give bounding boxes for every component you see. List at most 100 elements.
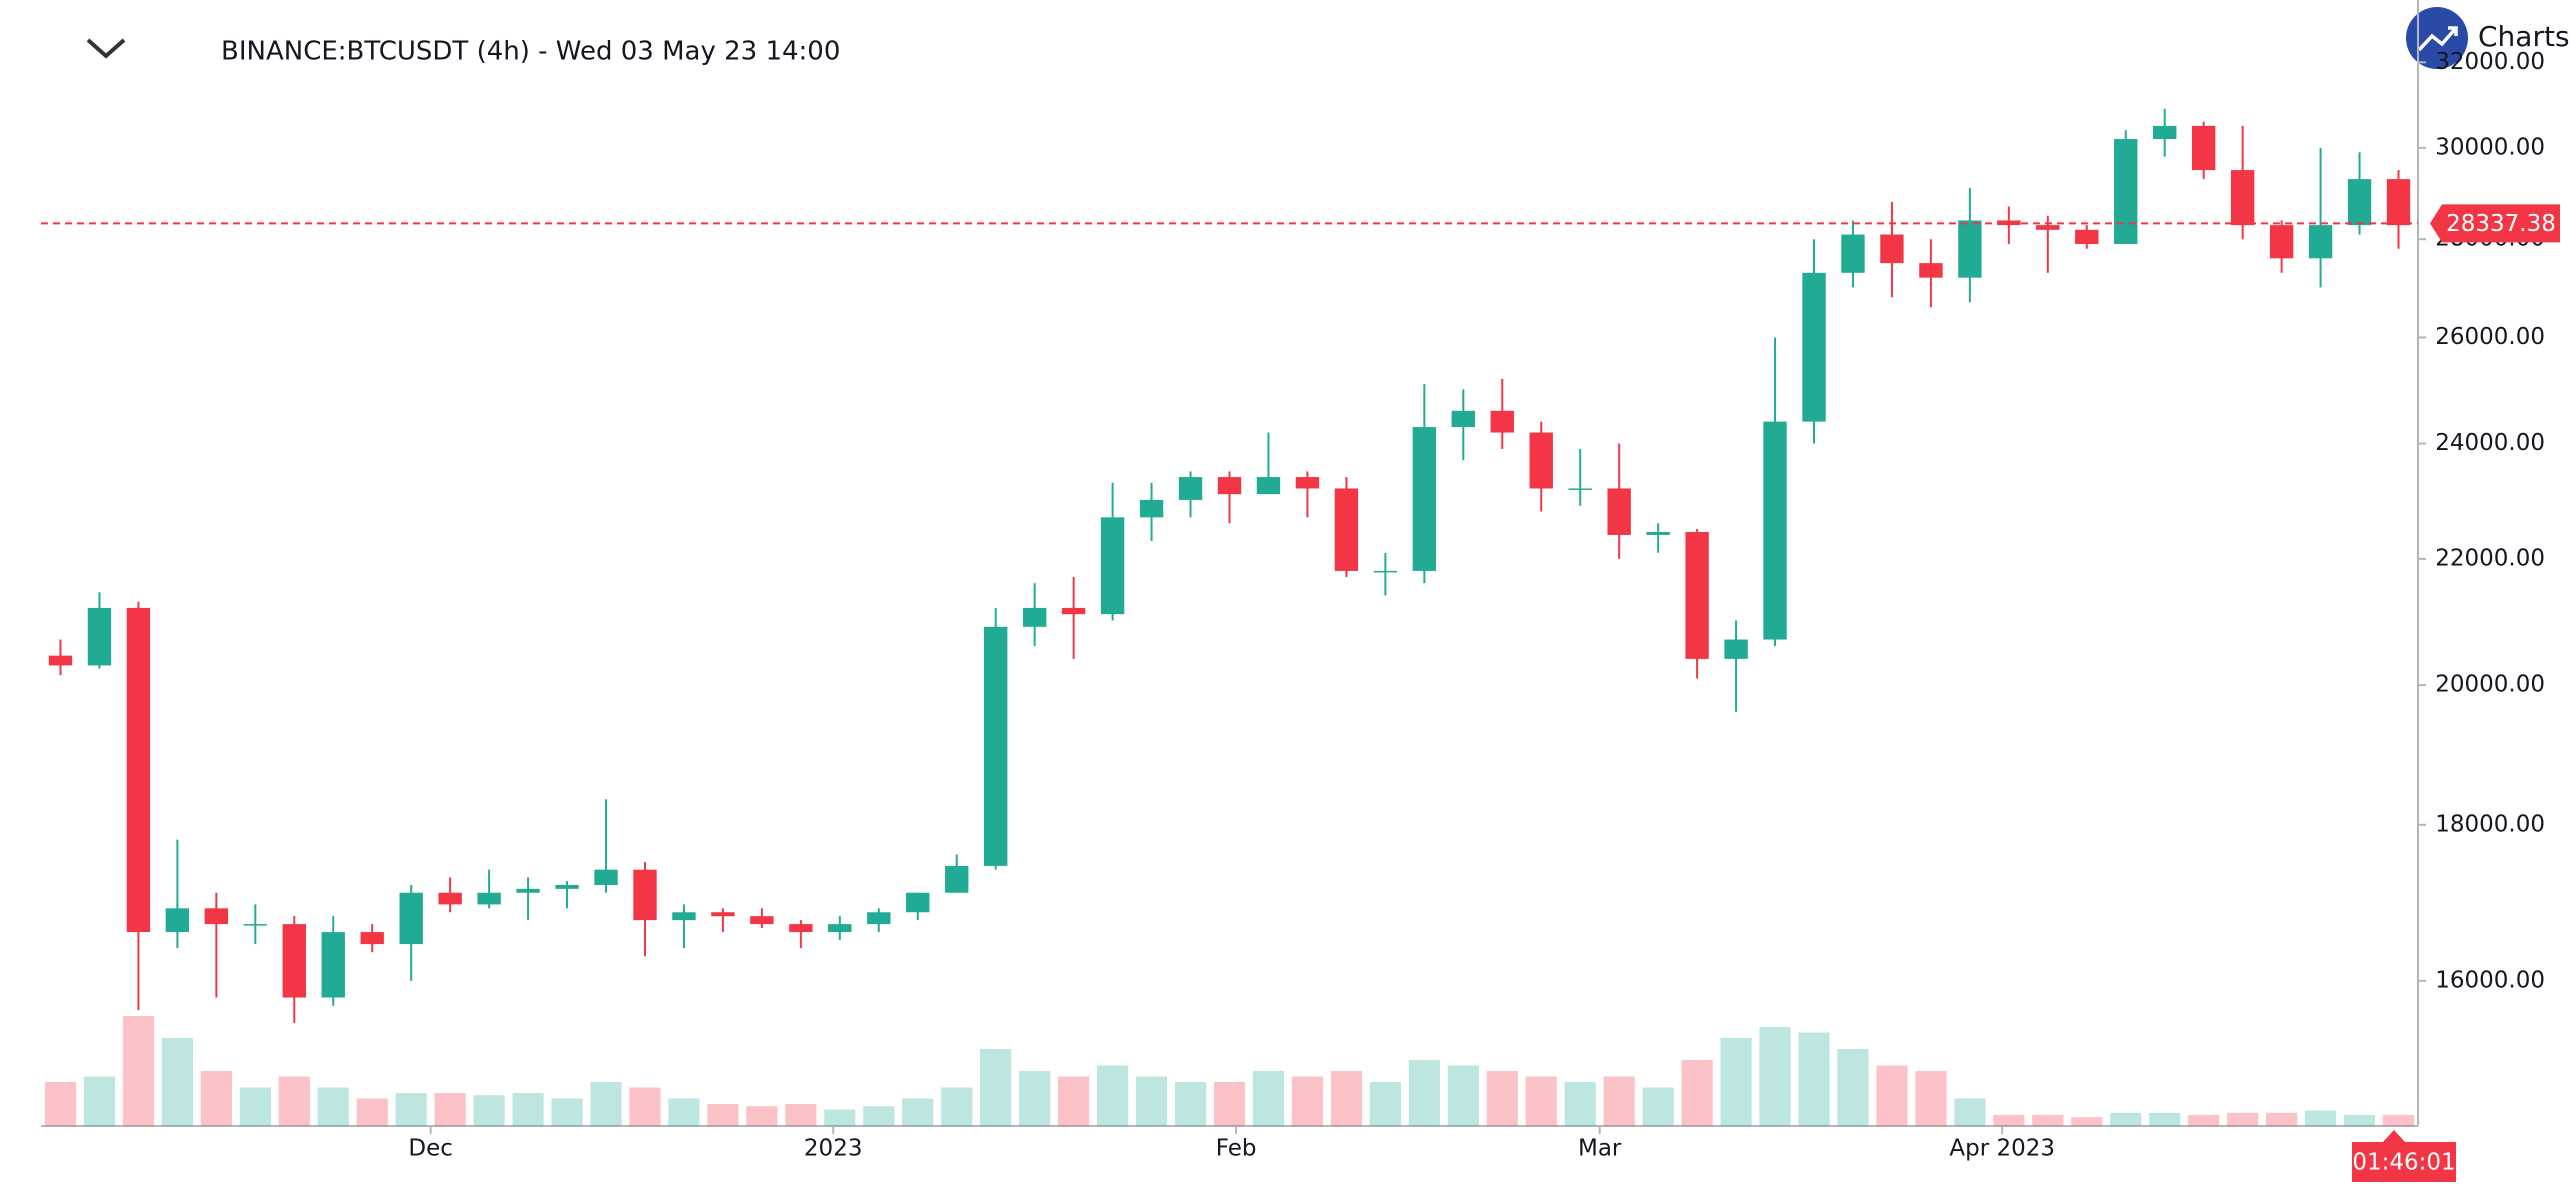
volume-bar [746, 1106, 778, 1126]
volume-bar [434, 1093, 466, 1126]
volume-bar [1486, 1071, 1518, 1126]
countdown-box [2352, 1142, 2456, 1182]
candle-body [1529, 432, 1553, 489]
volume-bar [1603, 1076, 1635, 1126]
candle-body [2308, 225, 2333, 259]
candle-body [282, 924, 306, 998]
candle-body [594, 869, 618, 886]
candle-body [672, 912, 696, 921]
candle-body [1646, 531, 1670, 535]
candle-body [1061, 607, 1086, 615]
collapse-chevron[interactable] [86, 38, 126, 59]
volume-bar [1408, 1060, 1440, 1126]
brand-logo-icon [2417, 26, 2458, 52]
candle-body [750, 916, 774, 925]
volume-bar [2304, 1110, 2337, 1126]
candle-body [204, 908, 229, 925]
candle-body [87, 607, 112, 666]
volume-bar [1135, 1076, 1168, 1126]
candle-body [945, 865, 969, 893]
volume-bar [1213, 1082, 1246, 1126]
candle-body [1607, 488, 1631, 535]
candle-body [2347, 179, 2372, 226]
brand-text[interactable]: Charts p [2478, 20, 2570, 53]
candle-body [1022, 607, 1047, 627]
volume-bar [2110, 1112, 2142, 1126]
volume-bar [1330, 1071, 1362, 1126]
candle-body [867, 912, 891, 925]
candle-body [1997, 220, 2021, 226]
volume-bar [1252, 1071, 1285, 1126]
y-tick-label: 18000.00 [2435, 811, 2545, 837]
candle-body [2386, 179, 2411, 226]
volume-bar [161, 1038, 193, 1126]
last-price-pointer [2430, 204, 2442, 243]
candle-body [1295, 477, 1320, 489]
volume-bar [473, 1095, 505, 1126]
candle-body [1217, 477, 1242, 495]
candle-body [789, 924, 813, 933]
candle-body [477, 892, 501, 905]
candle-body [906, 892, 930, 913]
volume-bar [2343, 1115, 2376, 1126]
volume-bar [2266, 1112, 2298, 1126]
candle-body [243, 924, 268, 926]
volume-bar [1915, 1071, 1947, 1126]
candle-body [828, 924, 852, 933]
volume-bar [590, 1082, 622, 1126]
x-tick-label: Feb [1216, 1136, 1257, 1162]
volume-bar [863, 1106, 895, 1126]
volume-bar [2149, 1112, 2181, 1126]
volume-bar [200, 1071, 232, 1126]
candle-body [984, 626, 1008, 866]
candle-body [2191, 125, 2216, 171]
volume-bar [1954, 1098, 1986, 1126]
volume-bar [1019, 1071, 1051, 1126]
volume-bar [1720, 1038, 1752, 1126]
candle-body [1373, 570, 1398, 573]
candle-body [1724, 639, 1748, 659]
candle-body [2036, 225, 2060, 230]
volume-bar [941, 1087, 973, 1126]
y-tick-label: 24000.00 [2435, 430, 2545, 456]
x-tick-label: Mar [1578, 1136, 1622, 1162]
candle-body [1802, 272, 1826, 422]
candle-body [711, 912, 735, 917]
candle-body [516, 888, 540, 893]
candle-body [2075, 229, 2099, 244]
candle-body [1841, 234, 1865, 273]
candle-body [165, 908, 190, 933]
volume-bar [2227, 1112, 2259, 1126]
y-tick-label: 22000.00 [2435, 545, 2545, 571]
volume-bar [1837, 1049, 1869, 1126]
volume-bar [902, 1098, 934, 1126]
volume-bar [356, 1098, 388, 1126]
candle-body [2114, 139, 2138, 244]
chart-title: BINANCE:BTCUSDT (4h) - Wed 03 May 23 14:… [221, 37, 840, 67]
candle-body [1100, 517, 1125, 615]
candle-body [1139, 499, 1164, 518]
candle-body [48, 655, 73, 666]
volume-bar [2188, 1115, 2220, 1126]
y-tick-label: 26000.00 [2435, 324, 2545, 350]
y-tick-label: 20000.00 [2435, 672, 2545, 698]
volume-bar [707, 1104, 739, 1126]
last-price-box [2442, 204, 2560, 243]
volume-bar [1876, 1065, 1908, 1126]
candle-body [1412, 427, 1437, 571]
volume-bar [1642, 1087, 1674, 1126]
volume-bar [239, 1087, 271, 1126]
x-tick-label: Apr 2023 [1949, 1136, 2055, 1162]
candle-body [1178, 477, 1203, 500]
y-tick-label: 30000.00 [2435, 134, 2545, 160]
volume-bar [1058, 1076, 1090, 1126]
candle-body [1919, 263, 1943, 278]
countdown-pointer [2383, 1130, 2405, 1142]
candle-body [2153, 125, 2177, 140]
y-tick-label: 16000.00 [2435, 967, 2545, 993]
countdown-label: 01:46:01 [2352, 1150, 2455, 1176]
candle-body [2269, 225, 2294, 259]
candle-body [555, 885, 579, 889]
candle-body [1451, 410, 1475, 428]
